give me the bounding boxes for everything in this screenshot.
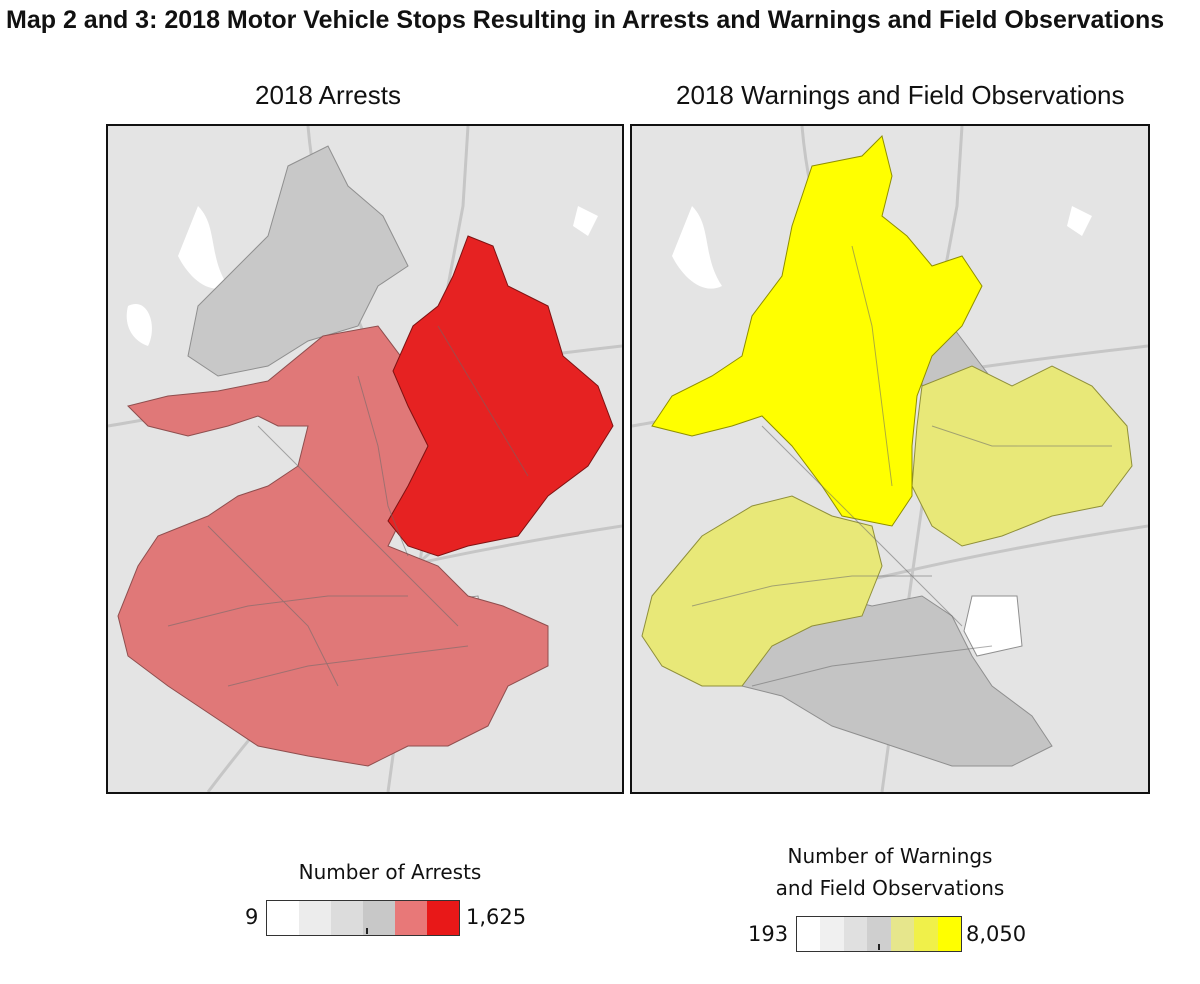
- region-mid: [641, 365, 1133, 687]
- legend-swatch: [299, 901, 331, 935]
- legend-min-warnings: 193: [748, 922, 789, 946]
- map-arrests[interactable]: [106, 124, 624, 794]
- page-title: Map 2 and 3: 2018 Motor Vehicle Stops Re…: [6, 6, 1165, 34]
- legend-swatch: [820, 917, 844, 951]
- warnings-map-svg: [632, 126, 1148, 792]
- legend-swatch: [843, 917, 868, 951]
- basemap-water: [126, 206, 598, 346]
- legend-scale-arrests: [266, 900, 460, 936]
- legend-swatch: [937, 917, 961, 951]
- legend-title-line2: and Field Observations: [775, 876, 1005, 900]
- legend-tick: [366, 928, 368, 934]
- legend-scale-warnings: [796, 916, 962, 952]
- legend-title-arrests: Number of Arrests: [298, 860, 482, 884]
- legend-min-arrests: 9: [245, 905, 259, 929]
- legend-max-warnings: 8,050: [966, 922, 1027, 946]
- map-warnings[interactable]: [630, 124, 1150, 794]
- legend-title-line1: Number of Warnings: [787, 844, 993, 868]
- legend-swatch: [267, 901, 299, 935]
- legend-swatch: [890, 917, 915, 951]
- legend-swatch: [797, 917, 821, 951]
- legend-swatch: [331, 901, 363, 935]
- legend-swatch: [914, 917, 938, 951]
- legend-swatch: [363, 901, 395, 935]
- region-high: [651, 135, 983, 527]
- legend-swatch: [427, 901, 459, 935]
- arrests-map-svg: [108, 126, 622, 792]
- legend-max-arrests: 1,625: [466, 905, 527, 929]
- legend-swatch: [395, 901, 427, 935]
- legend-tick: [878, 944, 880, 950]
- district-lines: [167, 325, 529, 687]
- map-title-warnings: 2018 Warnings and Field Observations: [676, 80, 1125, 110]
- region-high: [387, 235, 614, 557]
- map-title-arrests: 2018 Arrests: [255, 80, 401, 110]
- legend-title-warnings: Number of Warnings and Field Observation…: [740, 840, 1040, 904]
- district-lines: [691, 245, 1112, 687]
- legend-swatch: [867, 917, 891, 951]
- basemap-water: [672, 206, 1092, 289]
